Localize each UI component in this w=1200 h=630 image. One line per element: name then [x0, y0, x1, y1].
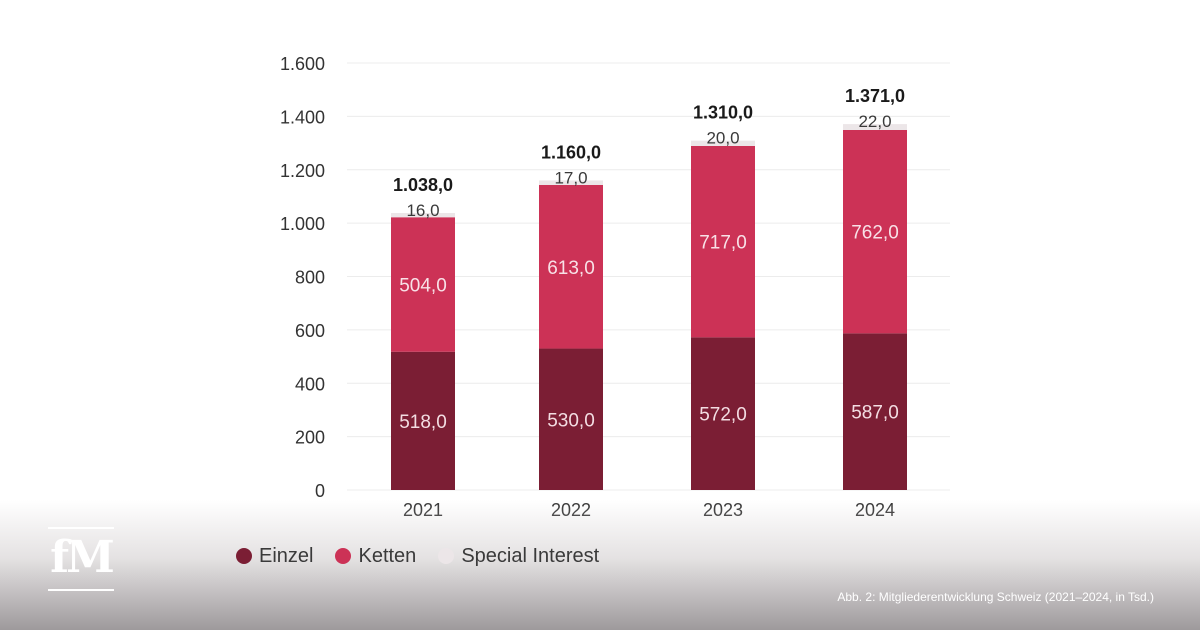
total-label: 1.038,0	[393, 175, 453, 195]
bar-special-interest	[539, 180, 603, 185]
data-label: 20,0	[706, 129, 739, 148]
y-tick-label: 1.600	[280, 54, 325, 74]
total-label: 1.160,0	[541, 142, 601, 162]
bar-special-interest	[691, 140, 755, 146]
y-tick-label: 1.000	[280, 214, 325, 234]
bar-einzel	[691, 337, 755, 490]
legend-dot-einzel	[236, 548, 252, 564]
y-tick-label: 1.400	[280, 107, 325, 127]
legend-dot-ketten	[335, 548, 352, 564]
figure-caption: Abb. 2: Mitgliederentwicklung Schweiz (2…	[837, 590, 1154, 604]
bar-einzel	[539, 348, 603, 490]
y-tick-label: 600	[295, 321, 325, 341]
footer-gradient	[0, 500, 1200, 630]
data-label: 504,0	[399, 276, 447, 297]
legend-label-special-interest: Special Interest	[461, 544, 600, 567]
legend-item-special-interest: Special Interest	[438, 545, 599, 568]
data-label: 587,0	[851, 403, 899, 424]
y-tick-label: 400	[295, 374, 325, 394]
legend-label-ketten: Ketten	[358, 544, 417, 567]
data-label: 717,0	[699, 233, 747, 254]
data-label: 17,0	[554, 168, 587, 187]
bar-einzel	[843, 333, 907, 490]
data-label: 22,0	[858, 112, 891, 131]
y-tick-label: 800	[295, 268, 325, 288]
bar-special-interest	[391, 212, 455, 218]
legend-dot-special-interest	[438, 548, 455, 564]
legend-item-ketten: Ketten	[335, 545, 416, 568]
bar-einzel	[391, 351, 455, 490]
bar-ketten	[539, 184, 603, 349]
y-tick-label: 1.200	[280, 161, 325, 181]
fm-logo: fM	[48, 527, 115, 591]
bar-special-interest	[843, 124, 907, 130]
bar-ketten	[391, 217, 455, 352]
total-label: 1.371,0	[845, 86, 905, 106]
data-label: 572,0	[699, 405, 747, 426]
y-tick-label: 200	[295, 428, 325, 448]
data-label: 518,0	[399, 412, 447, 433]
legend-label-einzel: Einzel	[259, 544, 314, 567]
total-label: 1.310,0	[693, 102, 753, 122]
data-label: 613,0	[547, 258, 595, 279]
bar-ketten	[843, 129, 907, 334]
data-label: 16,0	[406, 201, 439, 220]
data-label: 762,0	[851, 223, 899, 244]
y-tick-label: 0	[315, 481, 325, 501]
chart-legend: Einzel Ketten Special Interest	[236, 543, 599, 569]
bar-ketten	[691, 145, 755, 338]
data-label: 530,0	[547, 410, 595, 431]
legend-item-einzel: Einzel	[236, 545, 313, 568]
